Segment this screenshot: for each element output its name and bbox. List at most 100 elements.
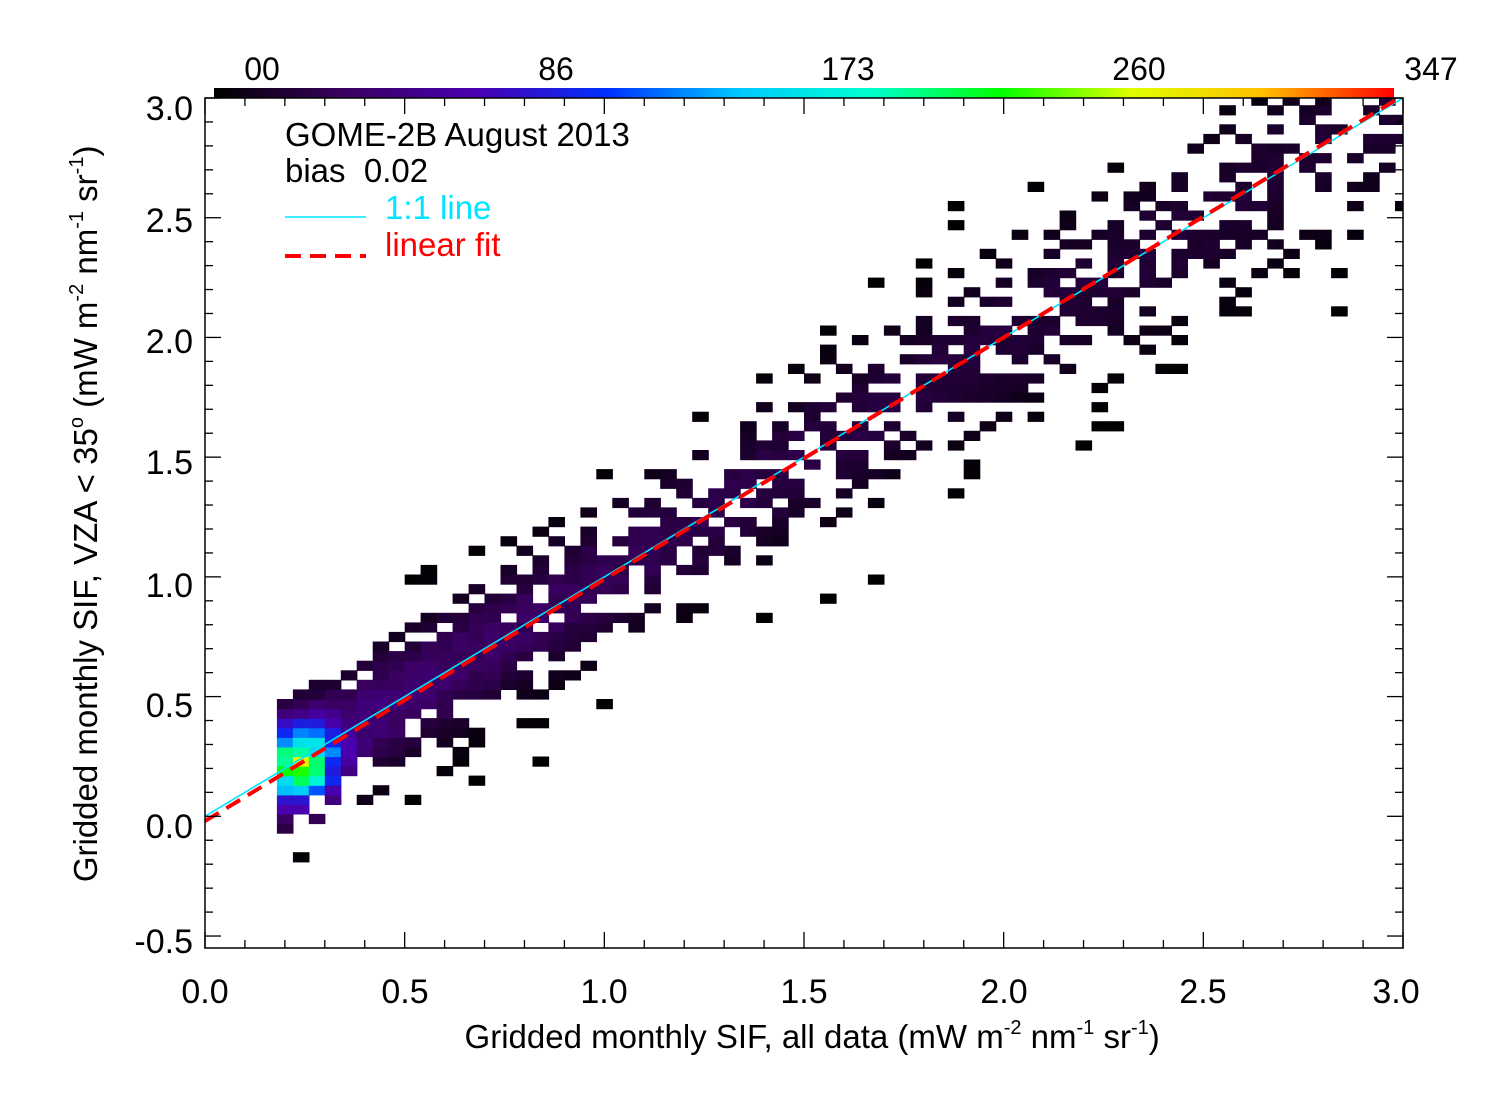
density-cell <box>804 497 821 509</box>
density-cell <box>516 651 534 662</box>
density-cell <box>1331 124 1348 135</box>
density-cell <box>915 277 933 288</box>
density-cell <box>740 440 757 451</box>
density-cell <box>772 488 789 499</box>
density-cell <box>883 440 901 451</box>
y-tick-label: -0.5 <box>134 923 193 961</box>
colorbar-tick-2: 173 <box>821 51 874 87</box>
density-cell <box>1219 277 1236 288</box>
density-cell <box>915 315 933 327</box>
density-cell <box>644 574 661 585</box>
density-cell <box>516 641 534 652</box>
density-cell <box>1219 296 1236 307</box>
x-tick-label: 2.0 <box>980 973 1027 1011</box>
density-cell <box>835 363 853 374</box>
density-cell <box>612 612 629 623</box>
density-cell <box>756 450 773 461</box>
density-cell <box>388 756 406 767</box>
x-tick-label: 2.5 <box>1179 973 1226 1011</box>
density-cell <box>308 785 326 796</box>
density-cell <box>452 727 470 738</box>
density-cell <box>1091 287 1109 298</box>
density-cell <box>1267 220 1284 231</box>
density-cell <box>1171 172 1188 183</box>
density-cell <box>468 651 486 662</box>
density-cell <box>1027 373 1045 384</box>
density-cell <box>388 631 406 643</box>
density-cell <box>1075 306 1093 317</box>
density-cell <box>1219 172 1236 183</box>
density-cell <box>436 766 454 777</box>
density-cell <box>1251 143 1268 154</box>
density-cell <box>851 469 869 480</box>
density-cell <box>1171 268 1188 279</box>
density-cell <box>324 794 342 805</box>
density-cell <box>756 373 773 384</box>
density-cell <box>1315 239 1332 250</box>
density-cell <box>1299 114 1316 125</box>
density-cell <box>356 660 374 671</box>
density-cell <box>1091 382 1109 394</box>
density-cell <box>276 727 294 738</box>
density-cell <box>947 373 965 384</box>
density-cell <box>851 392 869 403</box>
density-cell <box>452 756 470 767</box>
density-cell <box>835 507 853 518</box>
density-cell <box>324 708 342 719</box>
density-cell <box>867 277 885 288</box>
density-cell <box>724 478 741 489</box>
density-cell <box>947 201 965 212</box>
density-cell <box>1043 325 1061 336</box>
density-cell <box>388 708 406 719</box>
density-cell <box>468 727 486 738</box>
density-cell <box>1107 268 1125 279</box>
density-cell <box>1043 287 1061 298</box>
density-cell <box>995 411 1013 422</box>
density-cell <box>1187 229 1204 240</box>
density-cell <box>692 564 709 576</box>
density-cell <box>947 488 965 499</box>
density-cell <box>532 641 550 652</box>
density-cell <box>1075 296 1093 307</box>
density-cell <box>1171 229 1188 240</box>
density-cell <box>915 335 933 346</box>
density-cell <box>548 641 565 652</box>
density-cell <box>1219 105 1236 116</box>
density-cell <box>963 469 981 480</box>
density-cell <box>660 526 677 537</box>
density-cell <box>788 363 805 374</box>
density-cell <box>1059 239 1077 250</box>
density-cell <box>356 746 374 758</box>
density-cell <box>899 354 917 365</box>
density-cell <box>676 517 693 528</box>
density-cell <box>276 823 294 834</box>
density-cell <box>372 727 390 738</box>
density-cell <box>804 421 821 432</box>
density-cell <box>724 469 741 480</box>
density-cell <box>931 335 949 346</box>
density-cell <box>644 507 661 518</box>
density-cell <box>292 785 310 796</box>
density-cell <box>851 430 869 441</box>
linear-fit-line <box>205 98 1403 823</box>
density-cell <box>292 794 310 805</box>
y-tick-labels: -0.5 0.0 0.5 1.0 1.5 2.0 2.5 3.0 <box>134 90 193 961</box>
density-cell <box>1107 315 1125 327</box>
density-cell <box>420 651 438 662</box>
density-cell <box>963 354 981 365</box>
density-cell <box>820 402 837 413</box>
density-cell <box>276 794 294 805</box>
density-cell <box>772 430 789 441</box>
density-cell <box>644 603 661 614</box>
density-cell <box>995 392 1013 403</box>
density-cell <box>995 258 1013 269</box>
density-cell <box>468 679 486 690</box>
density-cell <box>308 708 326 719</box>
y-tick-label: 1.5 <box>146 444 193 482</box>
density-cell <box>1043 268 1061 279</box>
density-cell <box>740 478 757 489</box>
density-cell <box>516 670 534 681</box>
density-cell <box>1107 373 1125 384</box>
density-cell <box>1091 229 1109 240</box>
density-cell <box>324 775 342 786</box>
